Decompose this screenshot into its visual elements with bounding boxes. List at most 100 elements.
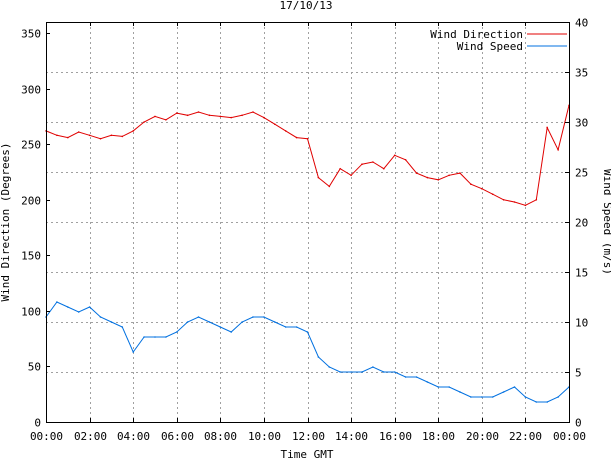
wind-direction-point <box>197 111 200 113</box>
x-tick-label: 14:00 <box>335 430 368 443</box>
wind-speed-point <box>154 336 156 338</box>
wind-speed-point <box>252 316 254 318</box>
wind-speed-point <box>350 371 352 373</box>
right-tick-label: 40 <box>575 17 588 30</box>
x-tick-label: 00:00 <box>30 430 63 443</box>
wind-direction-point <box>393 154 396 157</box>
wind-speed-point <box>186 321 189 323</box>
wind-direction-point <box>415 172 418 174</box>
wind-speed-point <box>77 311 80 313</box>
wind-speed-point <box>263 316 265 318</box>
left-tick-label: 250 <box>21 139 41 152</box>
wind-direction-point <box>56 134 58 137</box>
wind-direction-point <box>350 174 352 177</box>
wind-direction-point <box>208 114 211 117</box>
wind-speed-point <box>437 386 440 388</box>
x-tick-label: 18:00 <box>422 430 455 443</box>
left-tick-label: 150 <box>21 250 41 263</box>
wind-speed-point <box>67 306 69 308</box>
wind-speed-point <box>165 336 167 338</box>
wind-speed-point <box>481 396 483 398</box>
wind-direction-point <box>546 126 548 129</box>
x-axis-label: Time GMT <box>281 448 334 459</box>
x-tick-label: 10:00 <box>248 430 281 443</box>
x-tick-label: 12:00 <box>292 430 325 443</box>
wind-speed-point <box>557 396 559 398</box>
wind-direction-point <box>437 179 440 181</box>
x-tick-label: 00:00 <box>553 430 586 443</box>
wind-direction-point <box>176 112 178 114</box>
chart-title: 17/10/13 <box>280 0 333 12</box>
wind-speed-point <box>328 366 331 368</box>
x-tick-label: 06:00 <box>161 430 194 443</box>
wind-speed-point <box>361 371 363 373</box>
wind-direction-point <box>295 136 298 139</box>
left-tick-label: 0 <box>34 417 41 430</box>
wind-speed-point <box>393 371 396 373</box>
wind-speed-point <box>143 336 145 338</box>
wind-speed-point <box>88 306 91 308</box>
wind-direction-point <box>252 111 254 113</box>
left-tick-label: 300 <box>21 84 41 97</box>
tick-layer: 00:00 02:00 04:00 06:00 08:00 10:00 12:00 14:00… <box>21 17 588 444</box>
wind-direction-point <box>502 199 505 201</box>
wind-direction-point <box>241 114 243 117</box>
wind-direction-point <box>513 201 516 203</box>
wind-direction-point <box>491 193 494 195</box>
x-tick-label: 22:00 <box>509 430 542 443</box>
wind-speed-point <box>546 401 548 403</box>
wind-direction-point <box>448 174 450 177</box>
wind-direction-point <box>372 161 374 163</box>
wind-speed-point <box>339 371 342 373</box>
left-tick-label: 200 <box>21 195 41 208</box>
wind-speed-point <box>56 301 58 303</box>
right-tick-label: 25 <box>575 167 588 180</box>
wind-speed-point <box>383 371 385 373</box>
wind-direction-point <box>470 183 472 185</box>
right-tick-label: 20 <box>575 217 588 230</box>
wind-speed-point <box>132 351 134 353</box>
grid-layer <box>46 22 569 422</box>
wind-direction-point <box>219 115 222 118</box>
wind-direction-point <box>186 114 189 117</box>
wind-speed-point <box>415 376 418 378</box>
legend-label-direction: Wind Direction <box>430 28 523 41</box>
wind-direction-point <box>404 159 407 161</box>
wind-speed-point <box>470 396 472 398</box>
wind-speed-point <box>176 331 178 333</box>
right-tick-label: 30 <box>575 117 588 130</box>
wind-speed-point <box>110 321 113 323</box>
wind-speed-point <box>426 381 429 383</box>
wind-speed-point <box>219 326 222 328</box>
wind-direction-point <box>143 121 145 123</box>
wind-direction-point <box>165 119 167 121</box>
wind-speed-point <box>99 316 102 318</box>
right-tick-label: 10 <box>575 317 588 330</box>
wind-speed-point <box>284 326 287 328</box>
wind-speed-point <box>524 396 527 398</box>
wind-direction-point <box>524 204 527 207</box>
wind-direction-point <box>481 187 483 190</box>
right-tick-label: 35 <box>575 67 588 80</box>
right-tick-label: 5 <box>575 367 582 380</box>
x-tick-label: 20:00 <box>466 430 499 443</box>
wind-direction-point <box>132 130 134 132</box>
wind-speed-point <box>404 376 407 378</box>
wind-speed-point <box>317 356 320 358</box>
wind-direction-point <box>306 137 309 140</box>
wind-direction-point <box>88 134 91 137</box>
wind-speed-point <box>241 321 243 323</box>
wind-speed-point <box>535 401 538 403</box>
x-tick-label: 16:00 <box>379 430 412 443</box>
wind-speed-point <box>295 326 298 328</box>
legend: Wind Direction Wind Speed <box>430 28 567 53</box>
wind-speed-point <box>197 316 200 318</box>
x-tick-label: 08:00 <box>204 430 237 443</box>
wind-speed-point <box>513 386 516 388</box>
wind-direction-point <box>426 176 429 179</box>
wind-speed-point <box>448 386 450 388</box>
wind-direction-point <box>557 149 559 151</box>
wind-direction-point <box>230 116 232 119</box>
